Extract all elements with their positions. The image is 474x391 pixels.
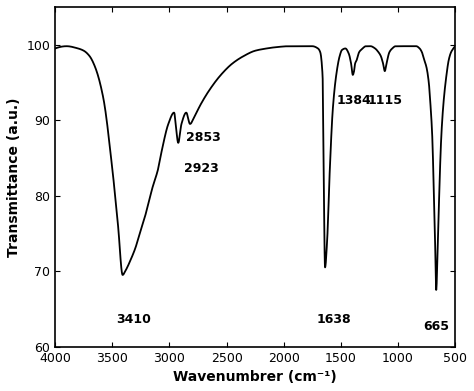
Text: 1638: 1638 — [317, 313, 351, 326]
Y-axis label: Transmittance (a.u.): Transmittance (a.u.) — [7, 97, 21, 256]
Text: 2853: 2853 — [186, 131, 221, 145]
Text: 3410: 3410 — [117, 313, 152, 326]
Text: 1115: 1115 — [367, 94, 402, 107]
Text: 1384: 1384 — [337, 94, 372, 107]
Text: 665: 665 — [423, 320, 449, 333]
Text: 2923: 2923 — [184, 162, 219, 175]
X-axis label: Wavenumbrer (cm⁻¹): Wavenumbrer (cm⁻¹) — [173, 370, 337, 384]
